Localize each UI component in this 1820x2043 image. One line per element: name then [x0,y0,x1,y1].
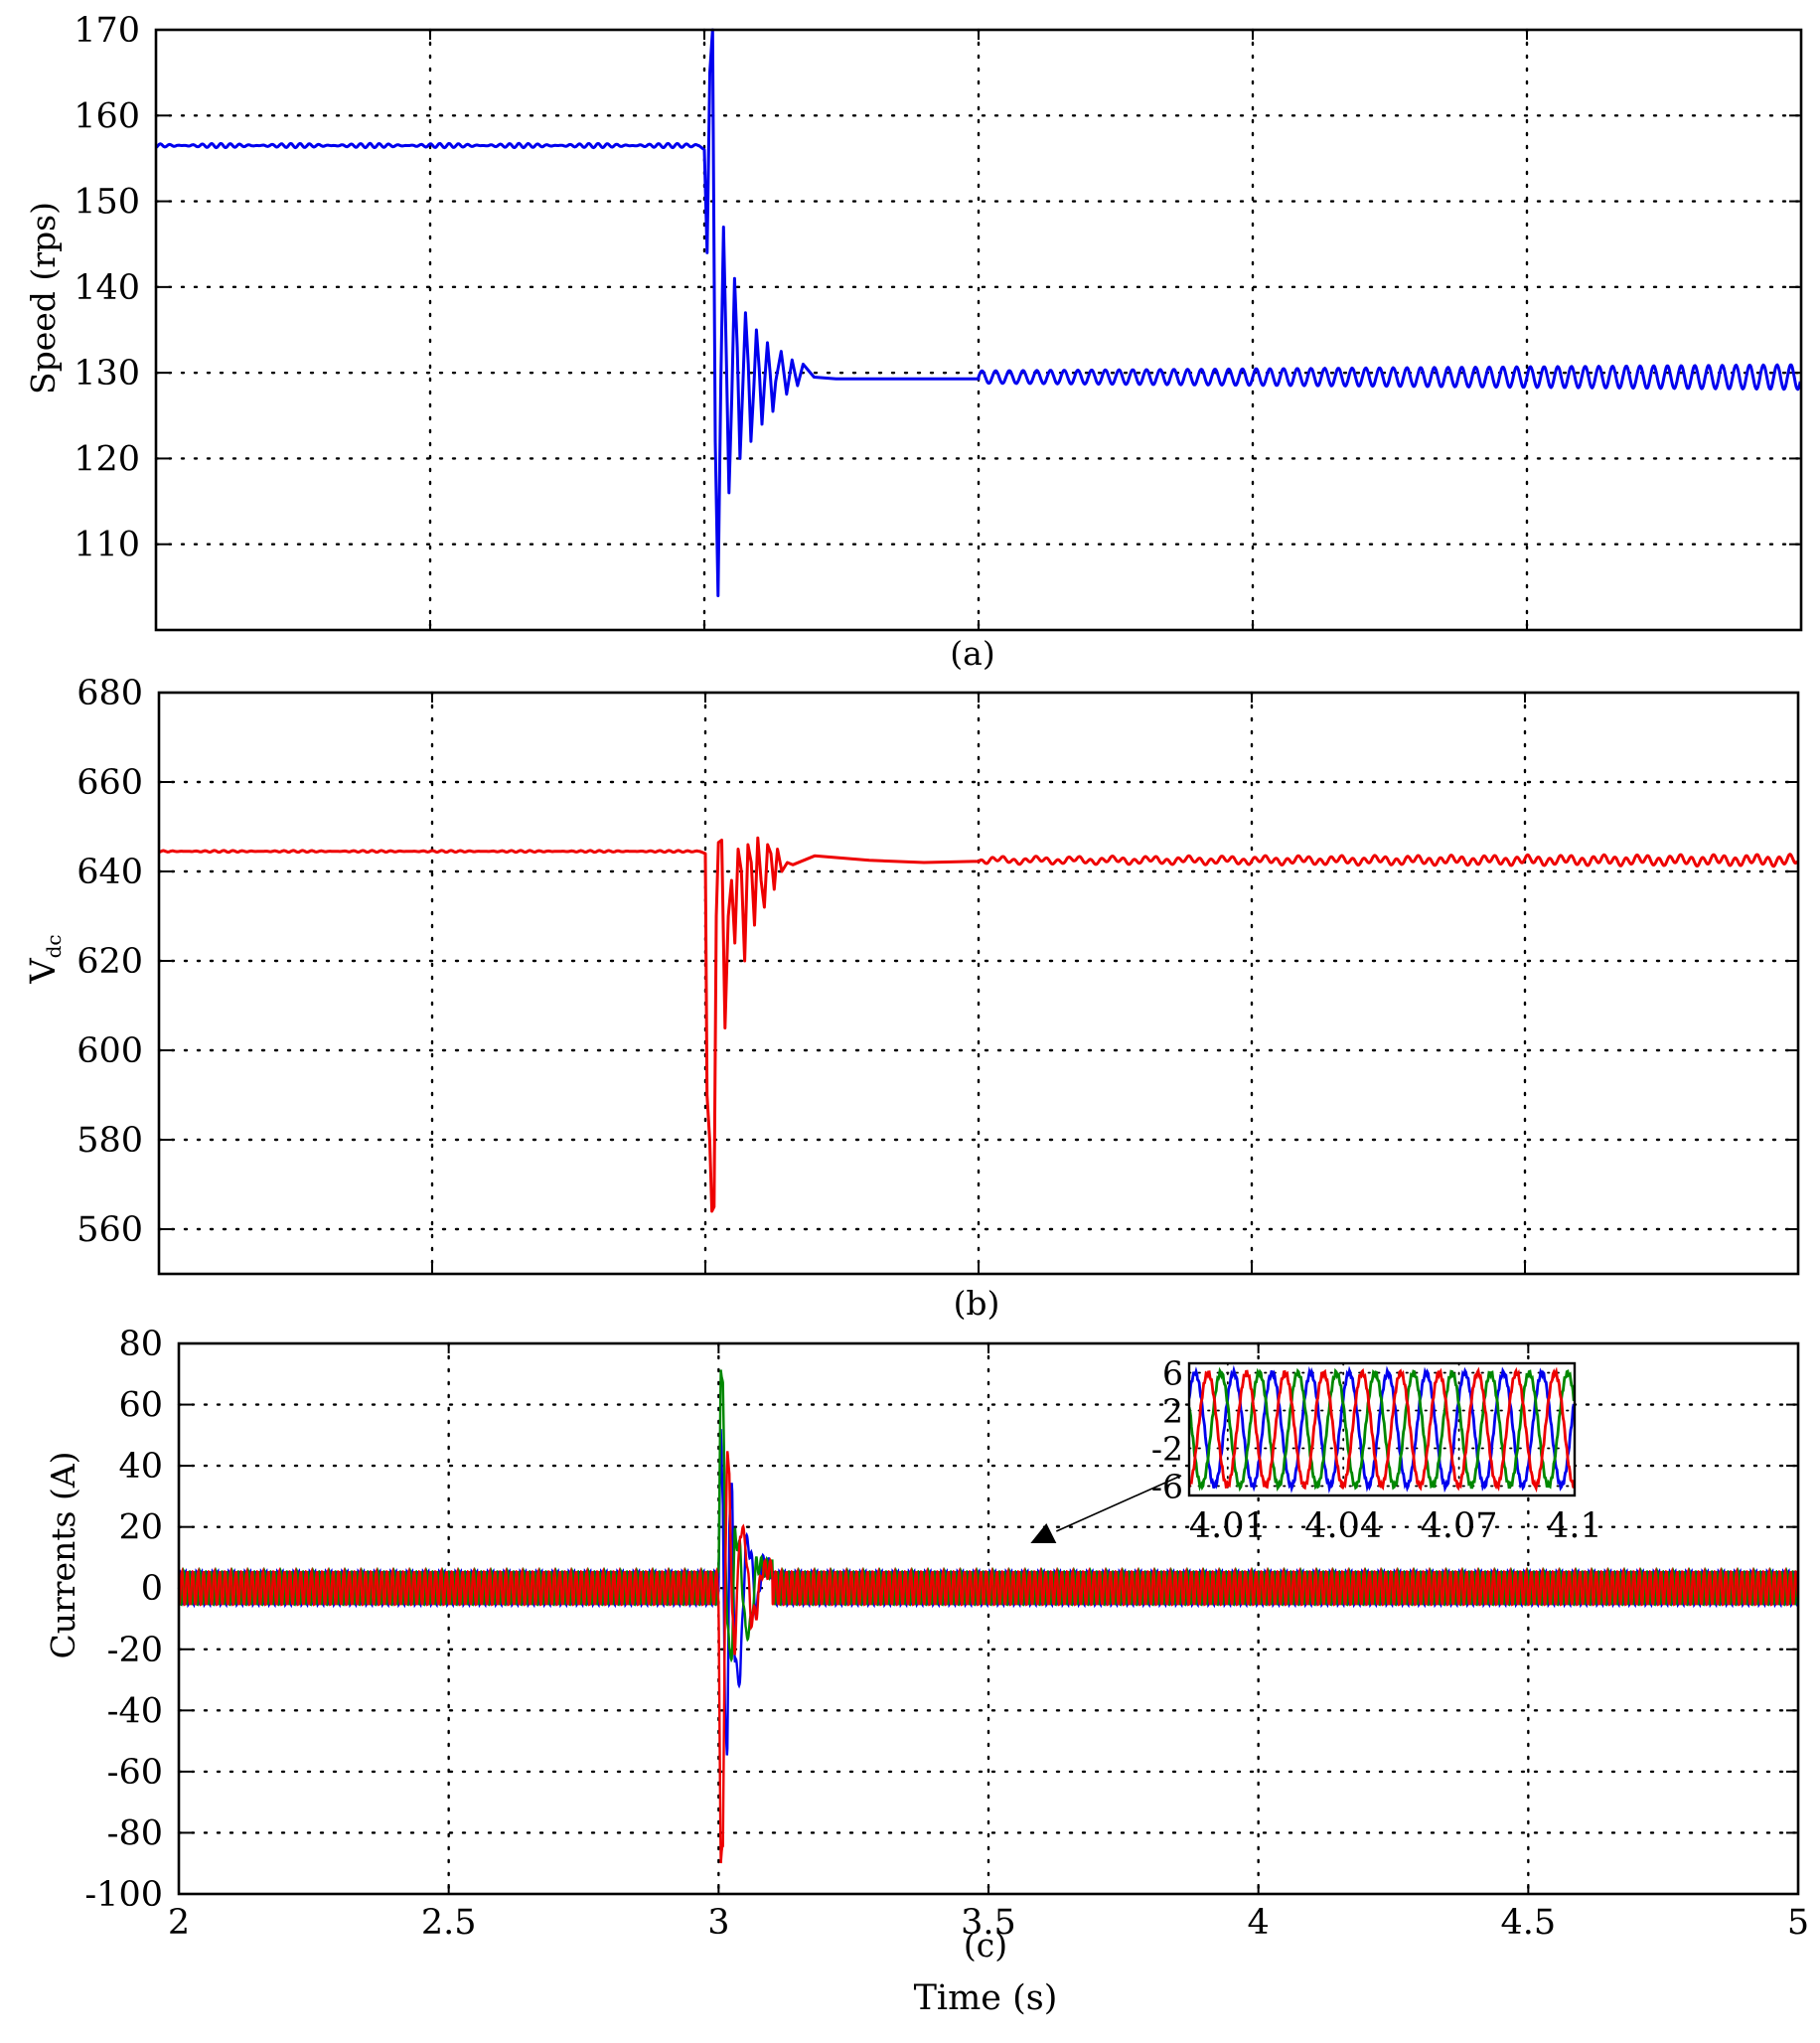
currents-xtick-label-2: 3 [707,1903,729,1943]
inset-arrow-line [1056,1475,1182,1532]
vdc-ytick-label-0: 560 [76,1210,143,1250]
currents-ytick-label-1: -80 [107,1813,163,1853]
panel-c-currents: -100 -80 -60 -40 -20 0 20 40 60 80 2 2.5 3 3.5 4 4.5 5 4.… [84,1325,1809,1943]
inset-xtick-label-2: 4.07 [1421,1506,1498,1546]
ylabel-speed: Speed (rps) [24,202,63,394]
x-axis-label: Time (s) [914,1978,1058,2018]
speed-ytick-label-2: 130 [74,354,140,393]
currents-ytick-label-3: -40 [107,1691,163,1731]
vdc-frame [157,691,1800,1276]
speed-ytick-label-5: 160 [74,96,140,136]
speed-ytick-label-6: 170 [74,11,140,51]
ylabel-currents: Currents (A) [44,1451,82,1658]
currents-ytick-label-4: -20 [107,1631,163,1670]
inset-ytick-label-1: 2 [1162,1392,1183,1431]
currents-phase-green-line [179,1369,1798,1663]
currents-xtick-label-6: 5 [1787,1903,1809,1943]
ylabel-vdc-main: V [24,958,64,985]
currents-ytick-label-8: 60 [118,1386,163,1426]
currents-frame [177,1341,1800,1896]
inset-phase-red-line [1189,1366,1575,1493]
currents-ytick-label-6: 20 [118,1508,163,1548]
inset-xtick-label-1: 4.04 [1304,1506,1382,1546]
speed-ytick-label-0: 110 [74,526,140,565]
vdc-ytick-label-2: 600 [76,1031,143,1071]
panel-caption-b: (b) [954,1284,1000,1323]
ylabel-vdc: Vdc [24,934,66,984]
speed-ytick-label-3: 140 [74,268,140,308]
currents-phase-red-line [179,1451,1798,1864]
inset-frame [1187,1361,1577,1497]
inset-ytick-label-2: -2 [1151,1430,1183,1469]
currents-xtick-label-0: 2 [168,1903,190,1943]
speed-ytick-label-4: 150 [74,183,140,223]
vdc-ytick-label-6: 680 [76,674,143,713]
currents-xtick-label-4: 4 [1248,1903,1270,1943]
currents-xtick-label-5: 4.5 [1500,1903,1556,1943]
panel-caption-a: (a) [950,634,994,673]
currents-ytick-label-7: 40 [118,1447,163,1487]
inset-xtick-label-0: 4.01 [1189,1506,1267,1546]
speed-ytick-label-1: 120 [74,439,140,479]
vdc-ytick-label-4: 640 [76,853,143,892]
vdc-ytick-label-1: 580 [76,1121,143,1161]
currents-ytick-label-5: 0 [141,1569,163,1609]
currents-xtick-label-1: 2.5 [421,1903,477,1943]
speed-frame [154,28,1803,632]
panel-b-vdc: 560 580 600 620 640 660 680 [76,674,1800,1276]
panel-caption-c: (c) [964,1926,1007,1964]
currents-ytick-label-0: -100 [84,1875,163,1915]
panel-a-speed: 110 120 130 140 150 160 170 [74,11,1803,632]
inset-ytick-label-0: 6 [1162,1354,1183,1393]
vdc-series-line [158,836,1799,1213]
currents-xtick-label-3: 3.5 [961,1903,1016,1943]
vdc-ytick-label-3: 620 [76,942,143,982]
ylabel-vdc-subscript: dc [42,934,66,958]
currents-ytick-label-2: -60 [107,1753,163,1793]
inset-arrow-head [1030,1522,1057,1543]
inset-background [1189,1363,1575,1495]
currents-ytick-label-9: 80 [118,1325,163,1364]
speed-series-line [155,28,1802,597]
inset-xtick-label-3: 4.1 [1547,1506,1602,1546]
vdc-ytick-label-5: 660 [76,763,143,803]
